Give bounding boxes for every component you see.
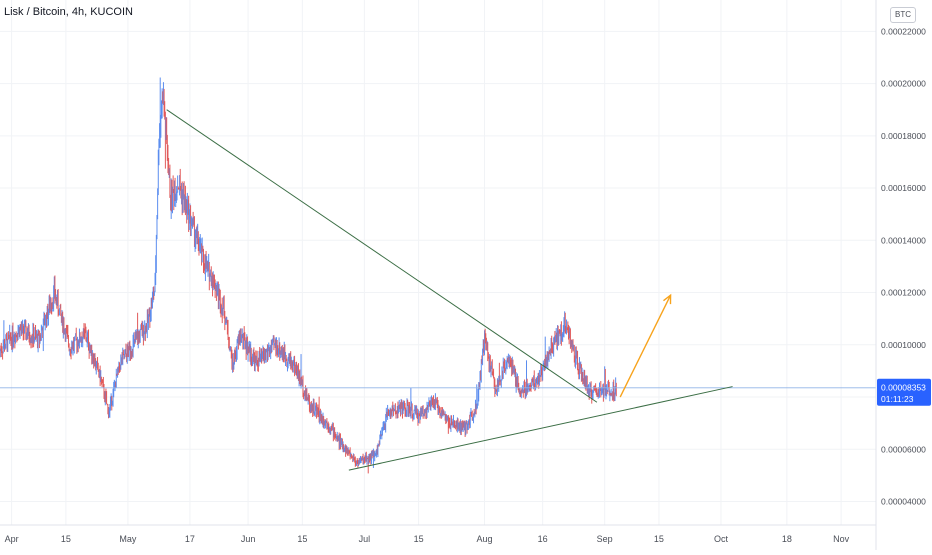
time-tick-label: Nov: [833, 534, 850, 544]
price-tick-label: 0.00010000: [881, 340, 926, 350]
currency-badge[interactable]: BTC: [890, 7, 916, 23]
price-tick-label: 0.00020000: [881, 79, 926, 89]
time-tick-label: Aug: [477, 534, 493, 544]
projection-arrow-head: [663, 293, 672, 305]
drawings[interactable]: [0, 109, 876, 471]
price-tick-label: 0.00014000: [881, 235, 926, 245]
time-tick-label: 15: [414, 534, 424, 544]
price-tag-value: 0.00008353: [881, 382, 926, 392]
trendline: [348, 386, 733, 471]
time-tick-label: Oct: [714, 534, 729, 544]
price-tick-label: 0.00004000: [881, 496, 926, 506]
price-tick-label: 0.00018000: [881, 131, 926, 141]
time-tick-label: Apr: [5, 534, 19, 544]
grid: [0, 0, 876, 525]
price-axis[interactable]: 0.000040000.000060000.000080000.00010000…: [875, 0, 932, 550]
time-tick-label: 15: [61, 534, 71, 544]
trendline: [166, 109, 598, 403]
symbol-title[interactable]: Lisk / Bitcoin, 4h, KUCOIN: [4, 6, 133, 18]
price-tag-bg: [877, 378, 931, 406]
price-tick-label: 0.00022000: [881, 26, 926, 36]
time-tick-label: Sep: [597, 534, 613, 544]
price-tick-label: 0.00006000: [881, 444, 926, 454]
time-axis[interactable]: Apr 15 May 17 Jun 15 Jul 15 Aug 16 Sep 15 Oct 18 Nov: [0, 524, 876, 544]
time-tick-label: May: [119, 534, 137, 544]
time-tick-label: 15: [297, 534, 307, 544]
time-tick-label: 17: [185, 534, 195, 544]
projection-arrow: [619, 294, 672, 398]
time-tick-label: 18: [782, 534, 792, 544]
price-tick-label: 0.00012000: [881, 288, 926, 298]
price-axis-bg: [876, 0, 932, 550]
time-tick-label: Jul: [359, 534, 371, 544]
price-tag-countdown: 01:11:23: [881, 394, 914, 404]
time-tick-label: 16: [538, 534, 548, 544]
time-tick-label: 15: [654, 534, 664, 544]
time-tick-label: Jun: [241, 534, 256, 544]
candles: [0, 77, 617, 474]
price-tick-label: 0.00016000: [881, 183, 926, 193]
last-price-tag: 0.00008353 01:11:23: [877, 378, 931, 406]
